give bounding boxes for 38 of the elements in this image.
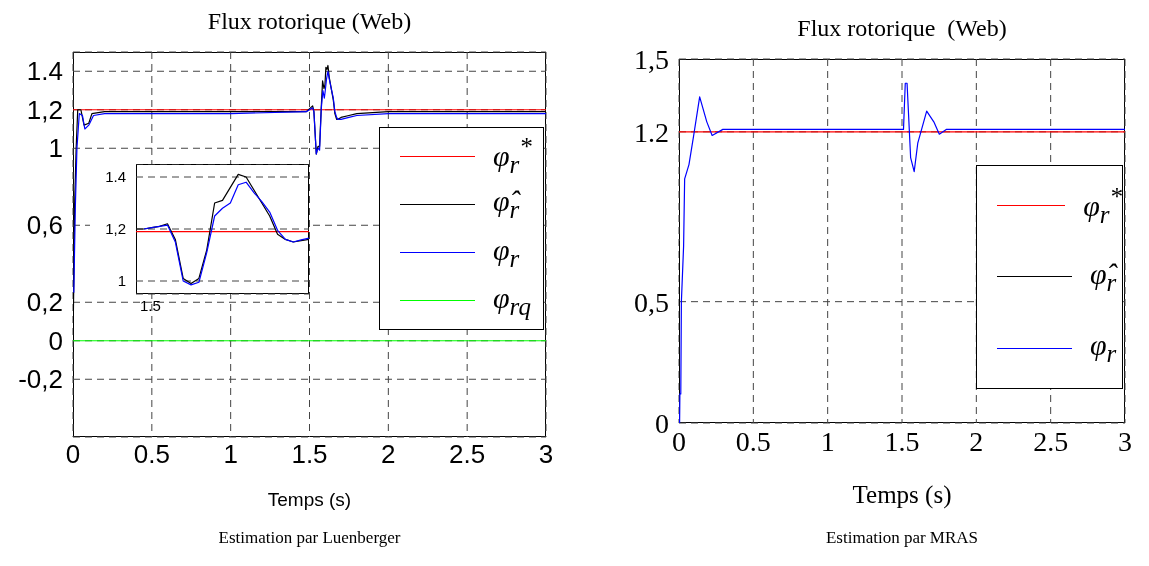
y-tick-label: 0 bbox=[48, 325, 63, 356]
line-series bbox=[73, 70, 546, 294]
legend-label: φ̂$_{r}$ bbox=[1090, 256, 1117, 297]
chart-title: Flux rotorique (Web) bbox=[206, 8, 413, 35]
x-tick-label: 1.5 bbox=[884, 425, 920, 457]
y-tick-label: 1,2 bbox=[26, 94, 63, 125]
x-tick-label: 2.5 bbox=[449, 439, 486, 470]
text: Estimation par Luenberger bbox=[217, 528, 402, 548]
y-tick-label: 1,5 bbox=[634, 43, 669, 75]
x-tick-label: 3 bbox=[1118, 425, 1132, 457]
y-tick-label: 1,2 bbox=[105, 220, 126, 238]
y-tick-label: 1.4 bbox=[105, 168, 126, 186]
legend-label: φ$_{r}$ bbox=[493, 232, 520, 273]
text: Estimation par MRAS bbox=[824, 528, 980, 548]
y-tick-label: 0,6 bbox=[26, 210, 63, 241]
y-tick-label: 1 bbox=[117, 272, 126, 290]
x-axis-title: Temps (s) bbox=[266, 489, 353, 511]
legend-label: φ̂$_{r}$ bbox=[493, 184, 520, 225]
x-tick-label: 2 bbox=[381, 439, 396, 470]
annotation: 1.5 bbox=[140, 297, 161, 314]
y-tick-label: 1.2 bbox=[634, 116, 669, 148]
legend-label: φ$_{rq}$ bbox=[493, 280, 531, 321]
x-tick-label: 3 bbox=[538, 439, 554, 470]
y-tick-label: -0,2 bbox=[18, 364, 63, 395]
x-tick-label: 1 bbox=[223, 439, 238, 470]
x-axis-title: Temps (s) bbox=[851, 481, 953, 509]
y-tick-label: 0,2 bbox=[26, 287, 63, 318]
x-tick-label: 0.5 bbox=[735, 425, 771, 457]
x-tick-label: 2 bbox=[969, 425, 984, 457]
chart-title: Flux rotorique (Web) bbox=[796, 15, 1008, 42]
y-tick-label: 1.4 bbox=[26, 56, 63, 87]
x-tick-label: 1 bbox=[820, 425, 835, 457]
legend-label: φ$_{r}$ bbox=[1090, 328, 1117, 369]
y-tick-label: 1 bbox=[48, 133, 63, 164]
x-tick-label: 0.5 bbox=[133, 439, 170, 470]
x-tick-label: 2.5 bbox=[1033, 425, 1069, 457]
x-tick-label: 1.5 bbox=[291, 439, 328, 470]
y-tick-label: 0,5 bbox=[634, 286, 669, 318]
